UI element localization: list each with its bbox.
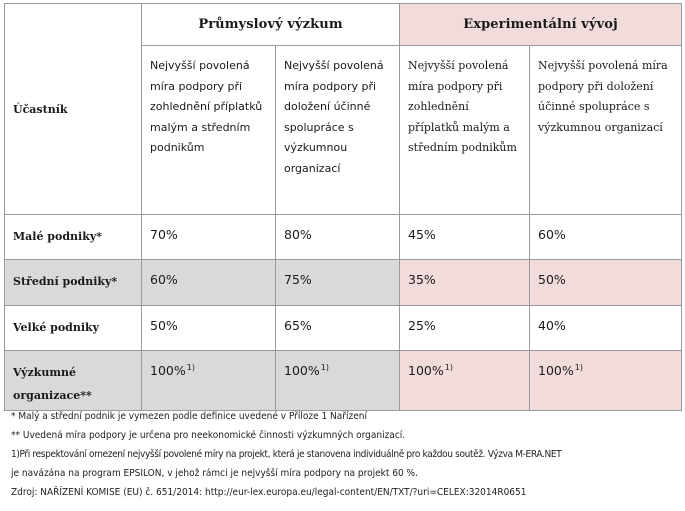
table-cell: 65% [274, 305, 401, 351]
row-label: Výzkumné organizace** [4, 350, 142, 411]
table-cell: 100%1) [141, 350, 276, 411]
table-cell: 50% [141, 305, 276, 351]
footnote-mark: 1) [574, 363, 583, 372]
footnote-epsilon: je navázána na program EPSILON, v jehož … [11, 468, 418, 479]
footnotes: * Malý a střední podnik je vymezen podle… [11, 407, 683, 502]
group-header-experimental-development: Experimentální vývoj [399, 3, 683, 46]
table-cell: 25% [399, 305, 531, 351]
table-cell: 40% [529, 305, 683, 351]
table-cell: 100%1) [274, 350, 401, 411]
subheader-ed-sme: Nejvyšší povolená míra podpory při zohle… [399, 45, 531, 215]
row-label: Velké podniky [4, 305, 142, 351]
cell-value: 100% [150, 363, 186, 378]
participant-header: Účastník [4, 3, 142, 215]
footnote-mark: 1) [320, 363, 329, 372]
support-rates-table: Účastník Průmyslový výzkum Experimentáln… [4, 3, 683, 411]
table-row: Výzkumné organizace** 100%1) 100%1) 100%… [4, 350, 683, 411]
footnote-mark: 1) [444, 363, 453, 372]
subheader-row: Nejvyšší povolená míra podpory při zohle… [5, 45, 683, 215]
row-label: Malé podniky* [4, 214, 142, 260]
table-cell: 100%1) [529, 350, 683, 411]
subheader-ir-cooperation: Nejvyšší povolená míra podpory při dolož… [274, 45, 401, 215]
cell-value: 100% [408, 363, 444, 378]
footnote-mark: 1) [186, 363, 195, 372]
footnote-max-rate: 1)Při respektování omezení nejvyšší povo… [11, 449, 562, 460]
table-row: Velké podniky 50% 65% 25% 40% [4, 305, 683, 351]
table-cell: 60% [141, 259, 276, 306]
table-row: Střední podniky* 60% 75% 35% 50% [4, 259, 683, 306]
footnote-research-orgs: ** Uvedená míra podpory je určena pro ne… [11, 430, 406, 441]
subheader-ed-cooperation: Nejvyšší povolená míra podpory při dolož… [529, 45, 683, 215]
table-cell: 70% [141, 214, 276, 260]
table-cell: 75% [274, 259, 401, 306]
table-cell: 100%1) [399, 350, 531, 411]
row-label: Střední podniky* [4, 259, 142, 306]
table-cell: 45% [399, 214, 531, 260]
subheader-ir-sme: Nejvyšší povolená míra podpory při zohle… [141, 45, 276, 215]
table-cell: 50% [529, 259, 683, 306]
cell-value: 100% [538, 363, 574, 378]
table-cell: 60% [529, 214, 683, 260]
source-note: Zdroj: NAŘÍZENÍ KOMISE (EU) č. 651/2014:… [11, 487, 527, 498]
cell-value: 100% [284, 363, 320, 378]
group-header-row: Účastník Průmyslový výzkum Experimentáln… [4, 3, 683, 215]
table-cell: 35% [399, 259, 531, 306]
table-row: Malé podniky* 70% 80% 45% 60% [4, 214, 683, 260]
footnote-sme-definition: * Malý a střední podnik je vymezen podle… [11, 411, 367, 422]
table-cell: 80% [274, 214, 401, 260]
group-header-industrial-research: Průmyslový výzkum [140, 3, 401, 46]
